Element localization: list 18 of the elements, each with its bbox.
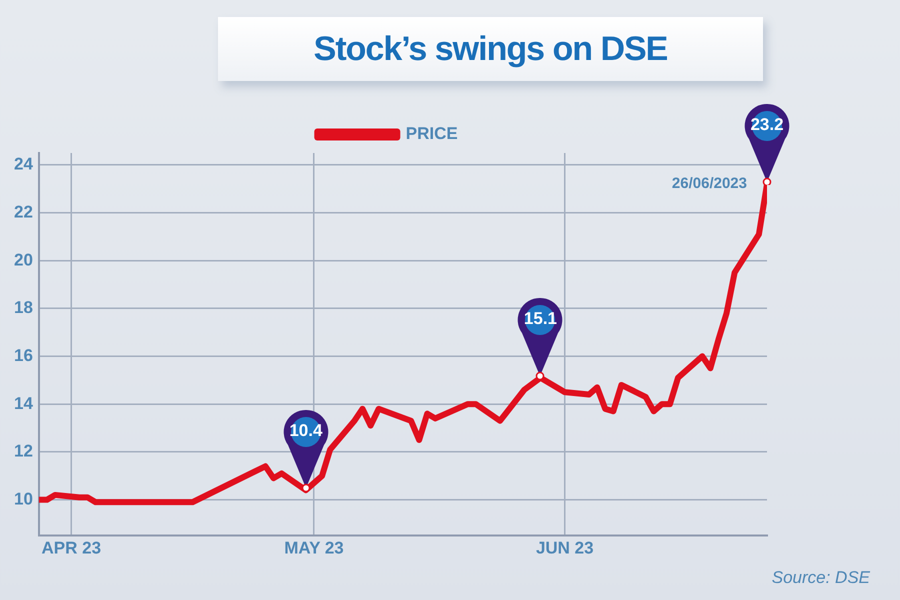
y-tick-label: 16 xyxy=(14,346,33,365)
annotation: 15.1 xyxy=(522,308,558,329)
x-tick-label: APR 23 xyxy=(42,538,102,558)
x-tick-label: JUN 23 xyxy=(536,538,594,558)
annotation: 23.2 xyxy=(749,115,785,136)
y-tick-label: 24 xyxy=(14,154,34,174)
legend-label: PRICE xyxy=(406,124,458,144)
y-tick-label: 20 xyxy=(14,250,33,270)
x-tick-label: MAY 23 xyxy=(284,538,344,558)
y-tick-label: 22 xyxy=(14,202,33,222)
annotation: 26/06/2023 xyxy=(672,175,747,192)
y-tick-label: 18 xyxy=(14,298,33,318)
chart-title: Stock’s swings on DSE xyxy=(218,17,763,81)
y-tick-label: 10 xyxy=(14,489,33,508)
source-note: Source: DSE xyxy=(772,568,870,588)
y-tick-label: 12 xyxy=(14,442,33,461)
annotation: 10.4 xyxy=(288,421,324,442)
y-tick-label: 14 xyxy=(14,394,34,413)
